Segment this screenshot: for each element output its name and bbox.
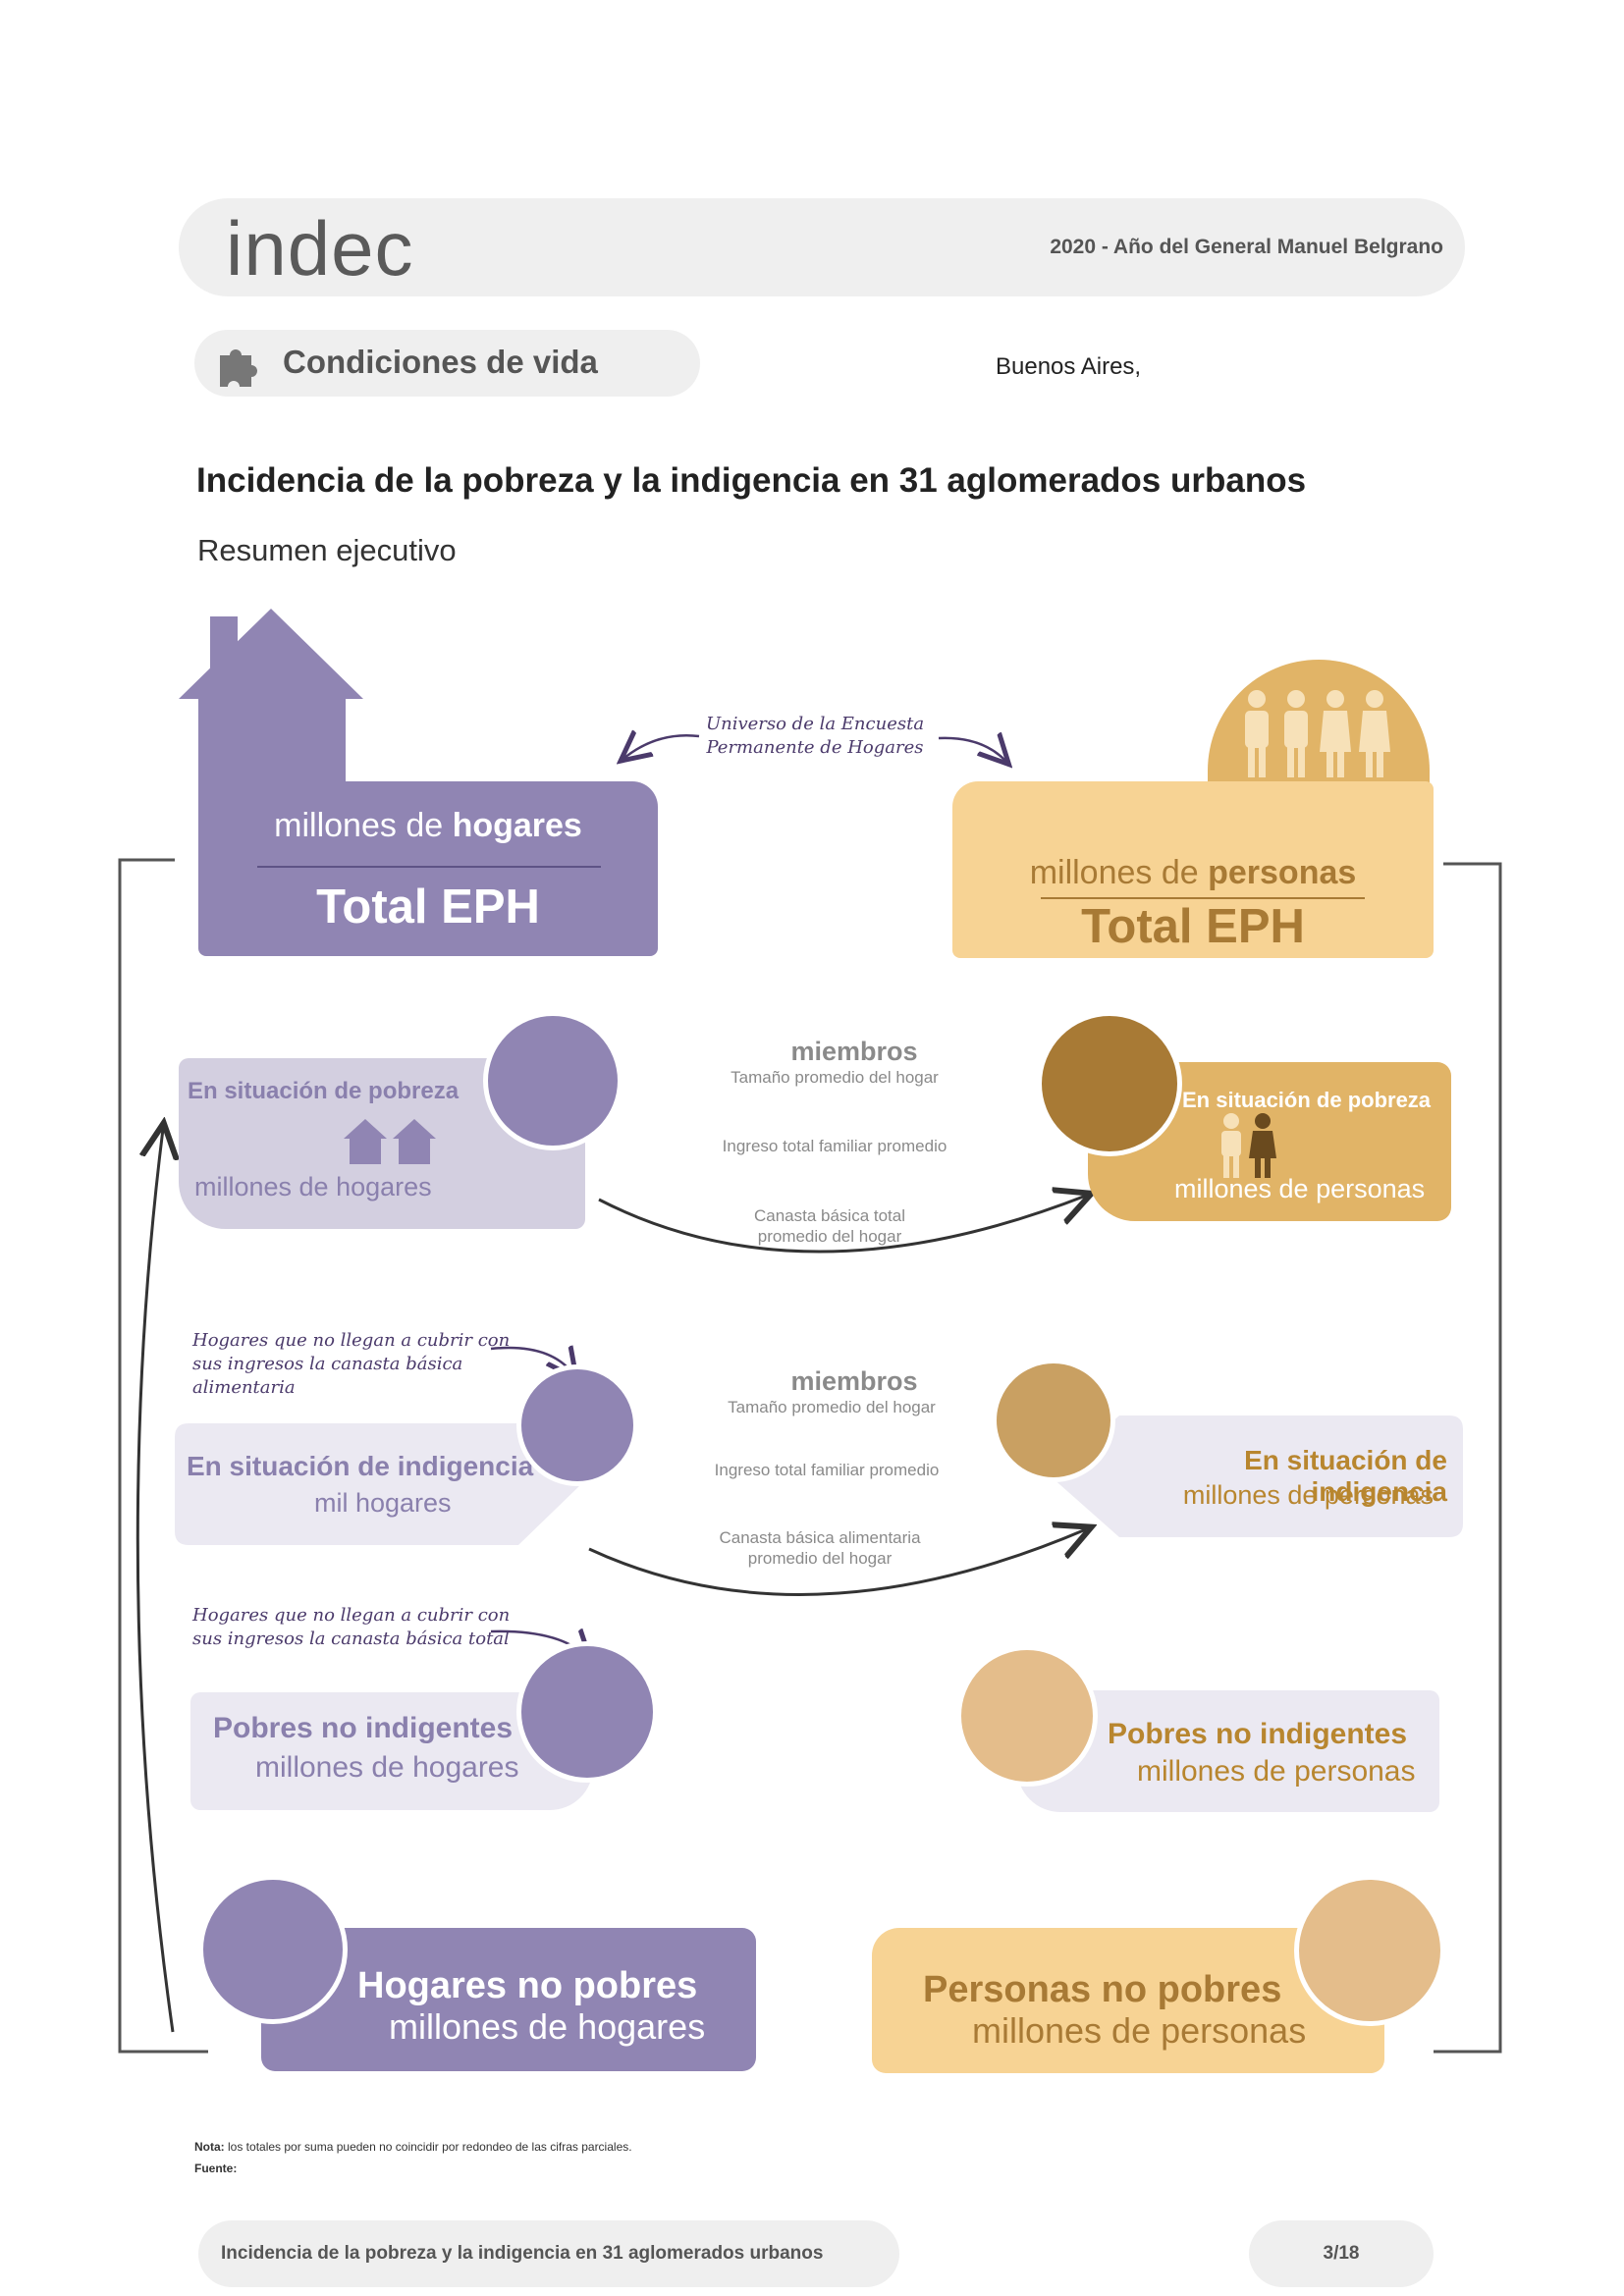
pni-hogares-title: Pobres no indigentes bbox=[213, 1712, 514, 1744]
indigencia-personas-circle bbox=[992, 1359, 1115, 1482]
page-title: Incidencia de la pobreza y la indigencia… bbox=[196, 461, 1307, 500]
pni-hogares-unit: millones de hogares bbox=[255, 1751, 519, 1784]
pobreza-hogares-title: En situación de pobreza bbox=[188, 1078, 460, 1104]
pobreza-members-label: miembros bbox=[790, 1037, 918, 1066]
pobreza-income-desc: Ingreso total familiar promedio bbox=[722, 1137, 947, 1155]
fuente-label: Fuente: bbox=[194, 2162, 238, 2175]
nota-line: Nota: los totales por suma pueden no coi… bbox=[194, 2140, 632, 2154]
indigencia-hogares-box bbox=[175, 1423, 581, 1545]
hogares-unit-bold: hogares bbox=[452, 807, 582, 844]
indec-logo: indec bbox=[226, 205, 414, 292]
pni-personas-circle bbox=[956, 1645, 1098, 1787]
puzzle-icon bbox=[220, 349, 257, 387]
pobreza-personas-unit: millones de personas bbox=[1174, 1174, 1426, 1203]
pobreza-members-desc: Tamaño promedio del hogar bbox=[731, 1068, 939, 1087]
personas-unit-bold: personas bbox=[1208, 854, 1357, 891]
header-bar bbox=[179, 198, 1465, 296]
indigencia-members-desc: Tamaño promedio del hogar bbox=[728, 1398, 936, 1416]
pni-personas-unit: millones de personas bbox=[1137, 1755, 1416, 1788]
hogares-total-label: Total EPH bbox=[316, 881, 540, 934]
no-pobres-hogares-circle bbox=[198, 1875, 348, 2024]
no-pobres-hogares-title: Hogares no pobres bbox=[357, 1965, 698, 2006]
footer-title-bar bbox=[198, 2220, 899, 2287]
nota-text: los totales por suma pueden no coincidir… bbox=[224, 2140, 632, 2154]
hogares-divider bbox=[257, 866, 601, 868]
people-group-icon bbox=[1245, 690, 1390, 777]
person-pair-icon bbox=[1221, 1113, 1276, 1178]
pobreza-hogares-circle bbox=[483, 1011, 623, 1150]
indigencia-hogares-unit: mil hogares bbox=[314, 1488, 452, 1518]
universe-note: Universo de la Encuesta Permanente de Ho… bbox=[705, 714, 925, 758]
footer-page-bar bbox=[1249, 2220, 1434, 2287]
pobreza-basket-desc: Canasta básica total promedio del hogar bbox=[753, 1206, 906, 1246]
indigencia-basket-desc: Canasta básica alimentaria promedio del … bbox=[719, 1528, 921, 1568]
pobreza-hogares-unit: millones de hogares bbox=[194, 1172, 432, 1201]
section-label: Condiciones de vida bbox=[283, 344, 598, 380]
section-tag bbox=[194, 330, 700, 397]
pni-note: Hogares que no llegan a cubrir con sus i… bbox=[192, 1605, 511, 1649]
nota-label: Nota: bbox=[194, 2140, 225, 2154]
pobreza-personas-title: En situación de pobreza bbox=[1182, 1088, 1432, 1112]
pobreza-personas-circle bbox=[1037, 1011, 1182, 1156]
indigencia-members-label: miembros bbox=[790, 1366, 918, 1396]
footer-title: Incidencia de la pobreza y la indigencia… bbox=[221, 2243, 824, 2264]
personas-divider bbox=[1041, 897, 1365, 899]
hogares-unit-prefix: millones de bbox=[274, 807, 453, 844]
no-pobres-hogares-unit: millones de hogares bbox=[389, 2006, 706, 2047]
page-number: 3/18 bbox=[1323, 2243, 1360, 2264]
pni-hogares-circle bbox=[516, 1641, 658, 1783]
hogares-total-box: millones de hogares Total EPH bbox=[198, 781, 658, 956]
indigencia-note: Hogares que no llegan a cubrir con sus i… bbox=[192, 1330, 511, 1398]
indigencia-hogares-circle bbox=[516, 1364, 638, 1486]
personas-unit-prefix: millones de bbox=[1029, 854, 1209, 891]
city-text: Buenos Aires, bbox=[996, 353, 1142, 380]
no-pobres-personas-unit: millones de personas bbox=[972, 2010, 1307, 2051]
house-icon bbox=[179, 609, 363, 785]
year-text: 2020 - Año del General Manuel Belgrano bbox=[1050, 236, 1443, 258]
personas-total-label: Total EPH bbox=[1081, 900, 1305, 953]
no-pobres-personas-title: Personas no pobres bbox=[923, 1969, 1282, 2010]
pni-personas-title: Pobres no indigentes bbox=[1108, 1718, 1408, 1750]
personas-total-box: millones de personas Total EPH bbox=[952, 781, 1434, 958]
indigencia-personas-box bbox=[1051, 1415, 1463, 1537]
houses-icon bbox=[344, 1119, 436, 1164]
indigencia-hogares-title: En situación de indigencia bbox=[187, 1451, 534, 1481]
indigencia-personas-title: En situación de indigencia bbox=[1244, 1445, 1447, 1507]
indigencia-personas-unit: millones de personas bbox=[1182, 1480, 1434, 1510]
indigencia-income-desc: Ingreso total familiar promedio bbox=[714, 1461, 940, 1479]
page-subtitle: Resumen ejecutivo bbox=[197, 533, 457, 567]
no-pobres-personas-circle bbox=[1294, 1875, 1445, 2026]
